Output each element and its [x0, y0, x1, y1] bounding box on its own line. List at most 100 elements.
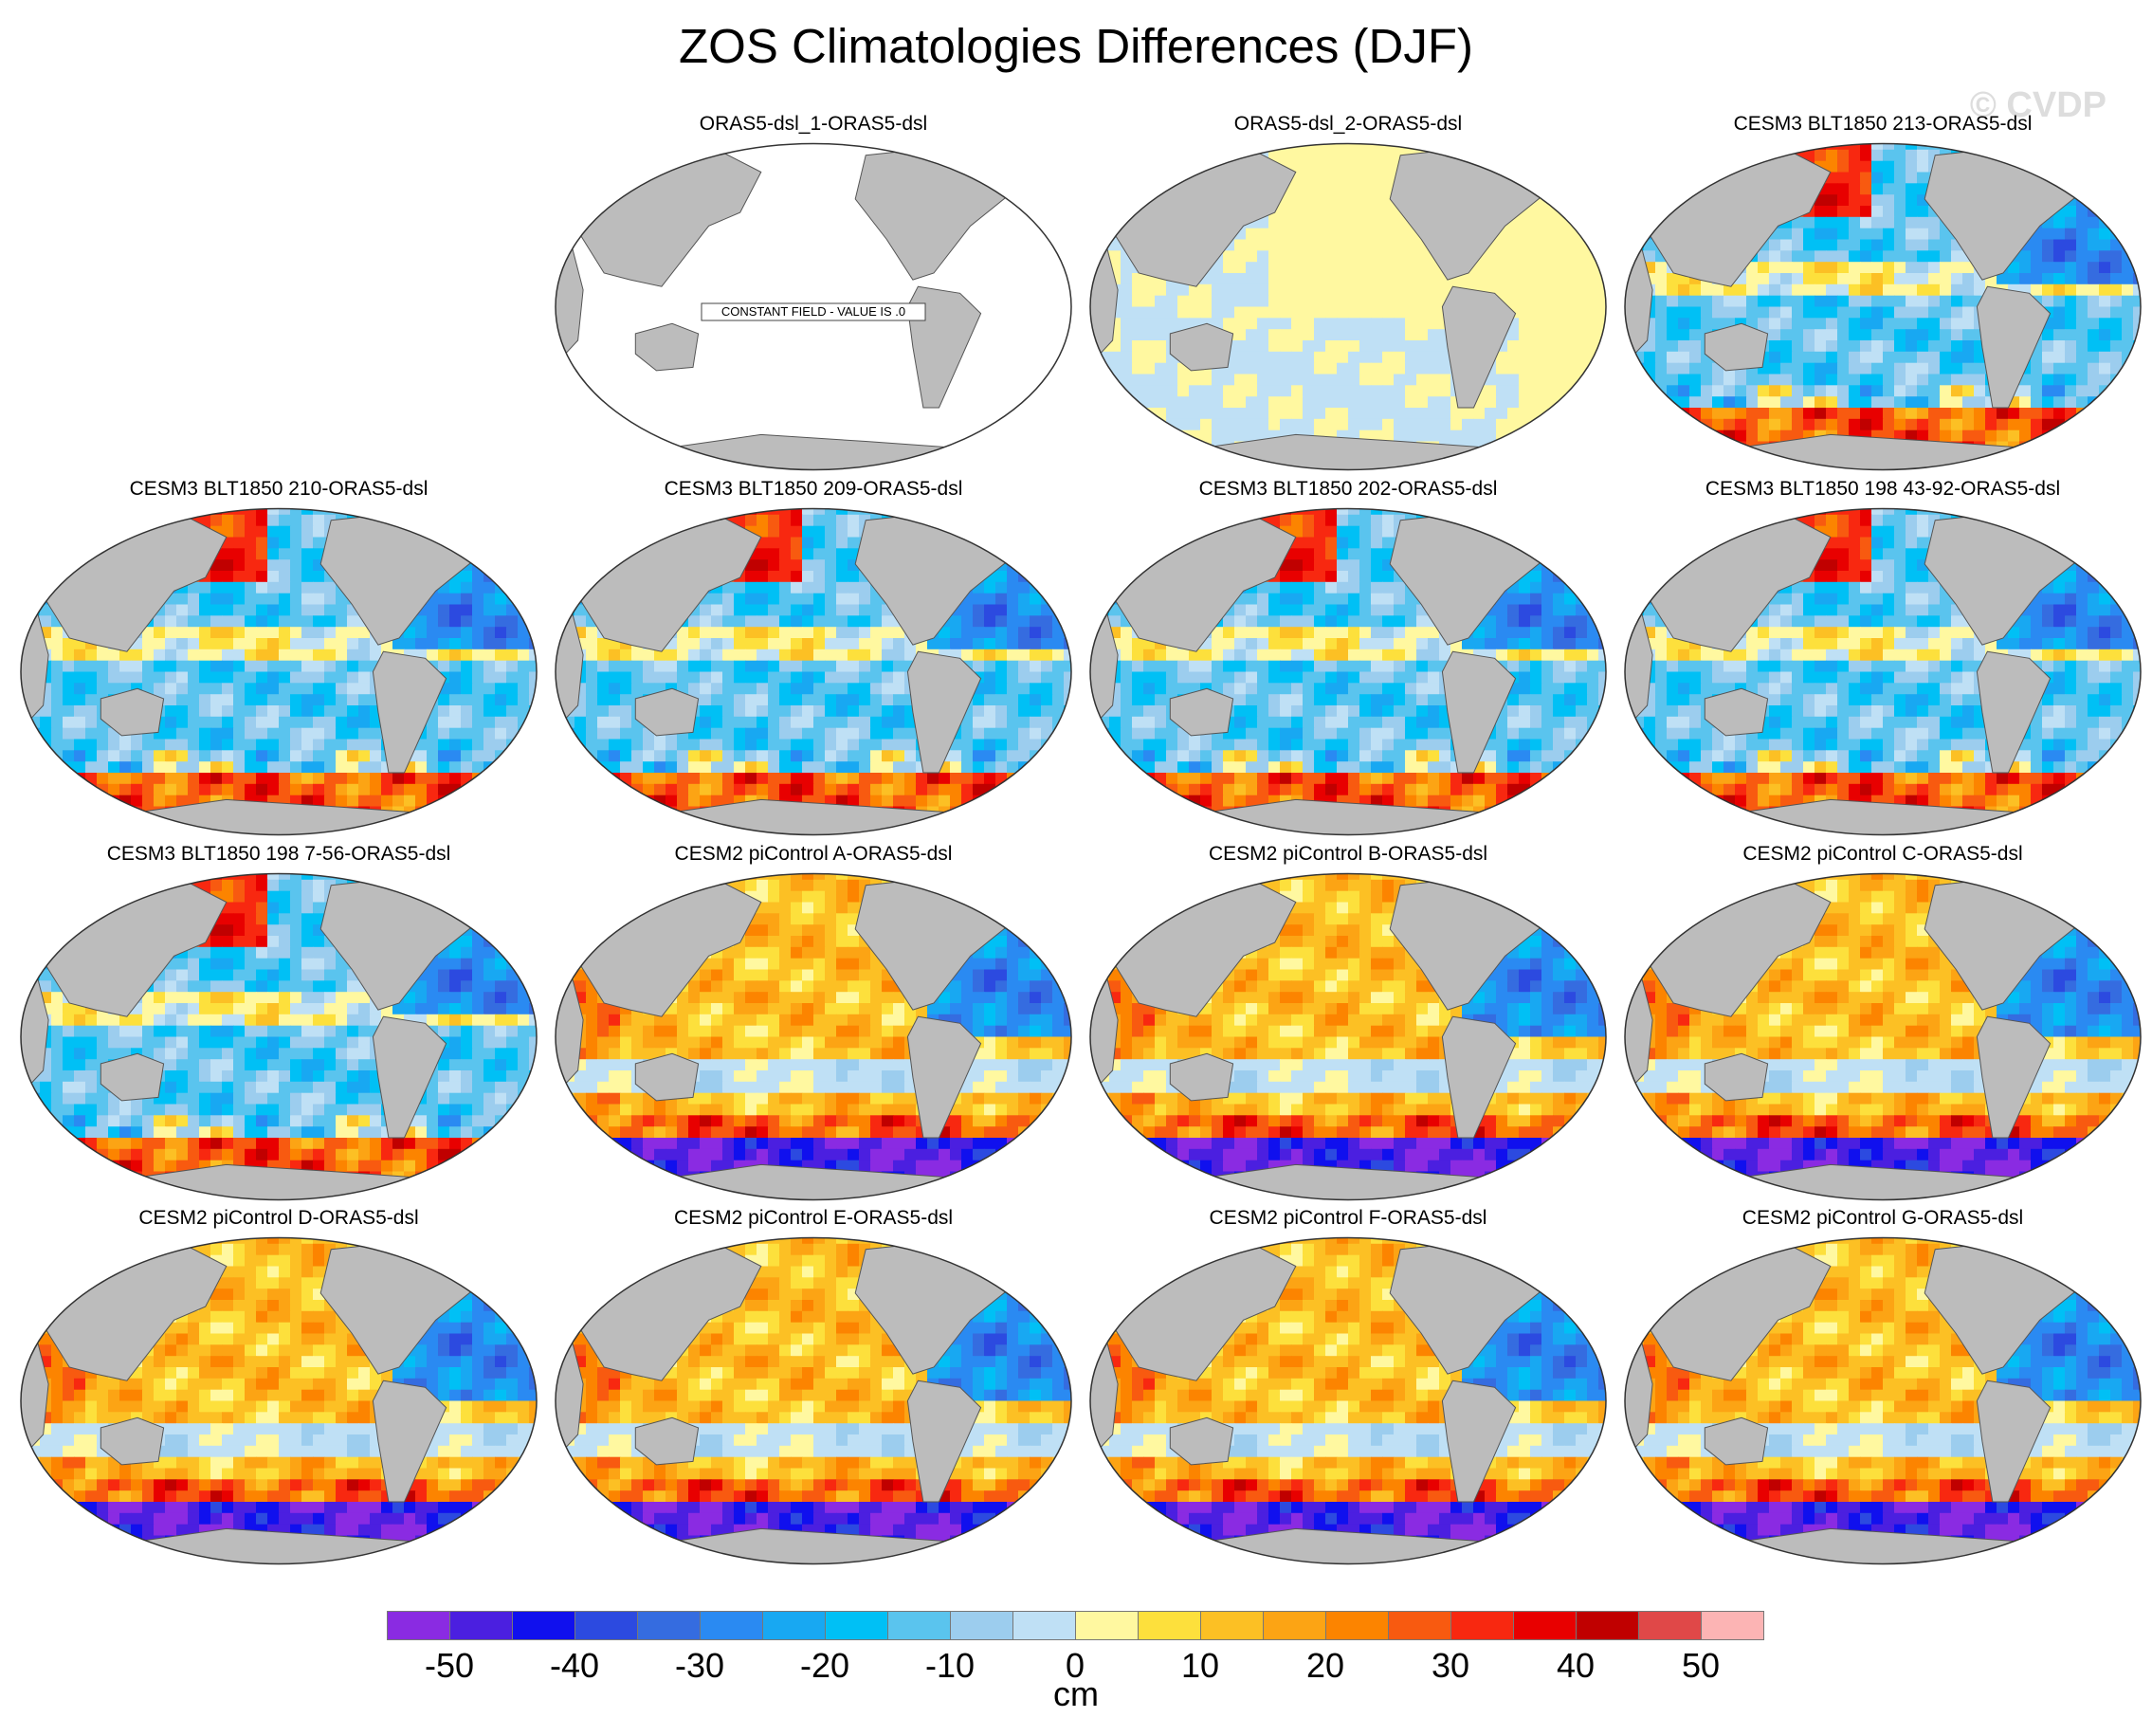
- field-cell: [722, 627, 735, 639]
- field-cell: [1632, 385, 1645, 397]
- field-cell: [472, 514, 484, 527]
- field-cell: [1416, 306, 1429, 319]
- field-cell: [461, 615, 473, 628]
- field-cell: [85, 773, 98, 785]
- field-cell: [1883, 408, 1895, 420]
- field-cell: [313, 705, 325, 718]
- field-cell: [1735, 418, 1747, 431]
- field-cell: [1507, 283, 1520, 297]
- field-cell: [779, 525, 792, 539]
- field-cell: [1132, 295, 1144, 308]
- field-cell: [233, 705, 246, 718]
- field-cell: [2088, 306, 2100, 319]
- field-cell: [1940, 396, 1952, 409]
- field-cell: [1712, 464, 1724, 470]
- field-cell: [290, 671, 302, 684]
- field-cell: [256, 773, 268, 785]
- field-cell: [1803, 250, 1815, 263]
- field-cell: [1598, 143, 1606, 151]
- field-cell: [154, 829, 166, 835]
- field-cell: [518, 649, 530, 662]
- field-cell: [688, 514, 701, 527]
- field-cell: [973, 615, 985, 628]
- field-cell: [529, 525, 537, 539]
- field-cell: [677, 514, 689, 527]
- field-cell: [1018, 615, 1030, 628]
- field-cell: [825, 581, 837, 594]
- field-cell: [313, 615, 325, 628]
- field-cell: [848, 571, 860, 583]
- field-cell: [1121, 396, 1133, 409]
- field-cell: [1234, 318, 1247, 330]
- field-cell: [415, 615, 428, 628]
- field-cell: [40, 727, 52, 740]
- field-cell: [2065, 396, 2077, 409]
- field-cell: [2031, 441, 2043, 453]
- field-cell: [1121, 464, 1133, 470]
- field-cell: [518, 795, 530, 808]
- field-cell: [74, 649, 86, 662]
- field-cell: [2099, 228, 2111, 241]
- field-cell: [199, 660, 211, 673]
- field-cell: [1553, 306, 1565, 319]
- field-cell: [518, 514, 530, 527]
- field-cell: [495, 783, 507, 796]
- field-cell: [734, 683, 746, 695]
- field-cell: [199, 638, 211, 650]
- field-cell: [233, 559, 246, 572]
- field-cell: [1985, 418, 1997, 431]
- field-cell: [700, 638, 712, 650]
- field-cell: [1667, 351, 1679, 364]
- field-cell: [586, 548, 598, 560]
- field-cell: [1507, 351, 1520, 364]
- field-cell: [1041, 627, 1053, 639]
- field-cell: [2122, 418, 2134, 431]
- field-cell: [1348, 160, 1360, 174]
- field-cell: [1735, 385, 1747, 397]
- field-cell: [63, 783, 75, 796]
- field-cell: [791, 671, 803, 684]
- field-cell: [461, 537, 473, 549]
- field-cell: [529, 750, 537, 762]
- field-cell: [1598, 464, 1606, 470]
- field-cell: [2133, 228, 2141, 241]
- field-cell: [461, 671, 473, 684]
- field-cell: [1576, 340, 1588, 353]
- field-cell: [1359, 385, 1372, 397]
- field-cell: [813, 581, 826, 594]
- field-cell: [483, 727, 496, 740]
- field-cell: [1974, 464, 1986, 470]
- field-cell: [370, 783, 382, 796]
- field-cell: [404, 773, 416, 785]
- field-cell: [1359, 216, 1372, 229]
- field-cell: [199, 783, 211, 796]
- field-cell: [2099, 273, 2111, 285]
- field-cell: [495, 694, 507, 706]
- world-map: [1089, 142, 1607, 471]
- field-cell: [1587, 441, 1599, 453]
- field-cell: [2076, 172, 2088, 184]
- field-cell: [1325, 306, 1338, 319]
- field-cell: [1200, 418, 1213, 431]
- field-cell: [279, 638, 291, 650]
- field-cell: [483, 750, 496, 762]
- field-cell: [1667, 464, 1679, 470]
- field-cell: [1962, 408, 1975, 420]
- field-cell: [1121, 329, 1133, 341]
- field-cell: [1587, 429, 1599, 443]
- field-cell: [74, 548, 86, 560]
- field-cell: [1405, 340, 1417, 353]
- field-cell: [1348, 216, 1360, 229]
- field-cell: [1894, 340, 1906, 353]
- field-cell: [495, 773, 507, 785]
- field-cell: [2099, 262, 2111, 274]
- field-cell: [1121, 362, 1133, 375]
- field-cell: [154, 683, 166, 695]
- field-cell: [199, 627, 211, 639]
- field-cell: [1712, 143, 1724, 151]
- field-cell: [1052, 638, 1065, 650]
- field-cell: [1530, 283, 1542, 297]
- field-cell: [1371, 172, 1383, 184]
- field-cell: [245, 514, 257, 527]
- field-cell: [404, 514, 416, 527]
